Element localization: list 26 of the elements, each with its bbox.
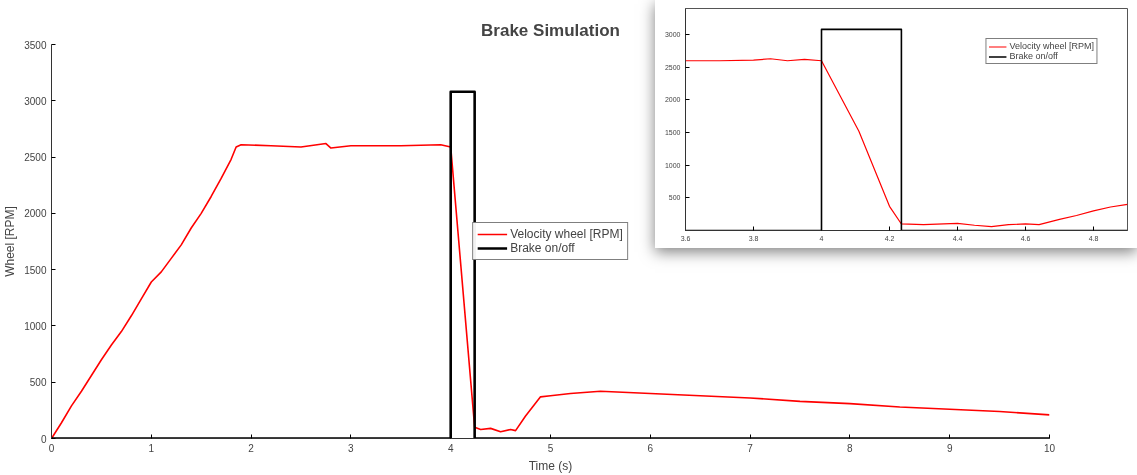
y-tick-label: 2500 <box>24 152 47 164</box>
x-tick-label: 10 <box>1043 442 1056 454</box>
y-tick-label: 3000 <box>24 95 47 107</box>
x-tick-label: 5 <box>547 442 554 454</box>
y-tick-label: 3500 <box>24 39 47 51</box>
y-axis-title: Wheel [RPM] <box>3 206 18 277</box>
legend-label: Brake on/off <box>510 241 575 255</box>
x-tick-label: 8 <box>847 442 854 454</box>
y-tick-label: 1000 <box>24 320 47 332</box>
x-tick-label: 3 <box>348 442 355 454</box>
y-tick-label: 500 <box>29 377 47 389</box>
x-tick-label: 0 <box>48 442 55 454</box>
x-tick-label: 7 <box>747 442 754 454</box>
x-tick-label: 1 <box>148 442 155 454</box>
y-tick-label: 0 <box>40 433 47 445</box>
x-tick-label: 2 <box>248 442 255 454</box>
x-axis-title: Time (s) <box>528 458 573 473</box>
y-tick-label: 2000 <box>24 208 47 220</box>
y-tick-label: 1500 <box>24 264 47 276</box>
x-tick-label: 6 <box>647 442 654 454</box>
x-tick-label: 9 <box>946 442 953 454</box>
legend-label: Velocity wheel [RPM] <box>1009 41 1094 51</box>
chart-title: Brake Simulation <box>481 20 620 40</box>
x-tick-label: 4 <box>447 442 454 454</box>
legend-label: Brake on/off <box>1009 51 1058 61</box>
legend-label: Velocity wheel [RPM] <box>510 227 623 241</box>
